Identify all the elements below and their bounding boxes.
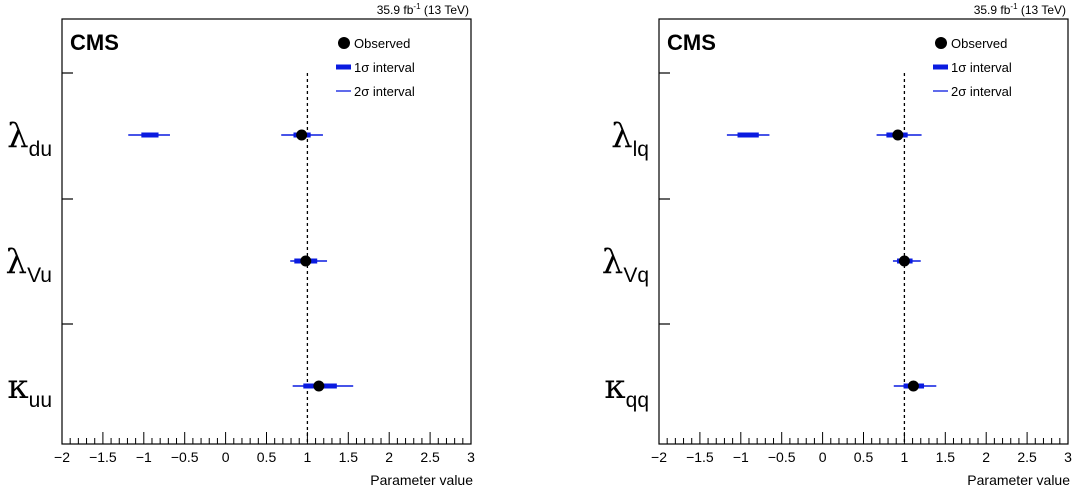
parameter-row: λVu [6,242,328,287]
parameter-symbol: λ [6,242,28,282]
parameter-subscript: qq [626,389,649,412]
parameter-row: λlq [611,116,922,161]
legend: Observed 1σ interval 2σ interval [336,36,415,99]
experiment-label: CMS [70,30,119,55]
observed-marker [300,255,312,267]
observed-marker [898,255,910,267]
lumi-exponent: -1 [1010,2,1018,11]
x-tick-label: 1 [901,449,909,465]
panel-right: 35.9 fb-1 (13 TeV) CMS −2 −1.5 −1 −0.5 0 0.5 1 1.… [602,2,1072,488]
x-tick-label: −0.5 [171,449,199,465]
parameter-row: κqq [604,367,937,412]
lumi-value: 35.9 fb [377,3,414,17]
x-tick-label: −2 [651,449,667,465]
x-axis-label: Parameter value [370,472,473,488]
x-tick-label: 2 [385,449,393,465]
parameter-row: κuu [7,367,354,412]
observed-marker [907,380,919,392]
legend-2sigma-label: 2σ interval [951,84,1012,99]
observed-marker [892,129,904,141]
lumi-energy: (13 TeV) [1018,3,1066,17]
parameter-symbol: λ [611,116,633,156]
x-tick-label: 0 [222,449,230,465]
parameter-symbol: κ [7,367,28,407]
legend-observed-label: Observed [951,36,1007,51]
parameter-label: λdu [7,116,52,161]
legend-1sigma-label: 1σ interval [951,60,1012,75]
x-tick-label: −2 [54,449,70,465]
lumi-value: 35.9 fb [974,3,1011,17]
plot-frame [658,18,1069,445]
x-tick-label: 2.5 [1017,449,1037,465]
x-tick-label: 2 [982,449,990,465]
observed-marker [296,129,308,141]
x-tick-label: 0 [819,449,827,465]
legend-2sigma-label: 2σ interval [354,84,415,99]
parameter-label: κqq [604,367,649,412]
parameter-row: λVq [602,242,921,287]
parameter-subscript: lq [633,138,649,161]
parameter-label: λlq [611,116,649,161]
legend-observed-marker [935,37,947,49]
x-tick-label: 2.5 [420,449,440,465]
plot-frame [61,18,472,445]
legend-observed-label: Observed [354,36,410,51]
legend-observed-marker [338,37,350,49]
parameter-label: λVu [6,242,52,287]
x-tick-label: 1.5 [936,449,956,465]
x-tick-label: 1 [304,449,312,465]
parameter-row: λdu [7,116,323,161]
x-tick-label: −0.5 [768,449,796,465]
legend: Observed 1σ interval 2σ interval [933,36,1012,99]
parameter-symbol: λ [7,116,29,156]
x-tick-label: −1 [136,449,152,465]
parameter-subscript: uu [29,389,52,412]
observed-marker [313,380,325,392]
x-tick-label: 3 [1064,449,1072,465]
x-tick-label: 0.5 [257,449,277,465]
panel-left: 35.9 fb-1 (13 TeV) CMS −2 −1.5 −1 −0.5 0 0.5 1 1.… [6,2,476,488]
x-tick-label: −1 [733,449,749,465]
lumi-exponent: -1 [413,2,421,11]
x-tick-label: −1.5 [686,449,714,465]
parameter-subscript: Vu [27,264,52,287]
lumi-label: 35.9 fb-1 (13 TeV) [377,2,469,17]
x-tick-label: −1.5 [89,449,117,465]
experiment-label: CMS [667,30,716,55]
lumi-energy: (13 TeV) [421,3,469,17]
parameter-symbol: λ [602,242,624,282]
legend-1sigma-label: 1σ interval [354,60,415,75]
x-tick-label: 1.5 [339,449,359,465]
parameter-label: λVq [602,242,649,287]
lumi-label: 35.9 fb-1 (13 TeV) [974,2,1066,17]
parameter-label: κuu [7,367,52,412]
parameter-subscript: Vq [623,264,649,287]
parameter-subscript: du [29,138,52,161]
x-tick-label: 3 [467,449,475,465]
x-axis-label: Parameter value [967,472,1070,488]
parameter-symbol: κ [604,367,625,407]
x-tick-label: 0.5 [854,449,874,465]
